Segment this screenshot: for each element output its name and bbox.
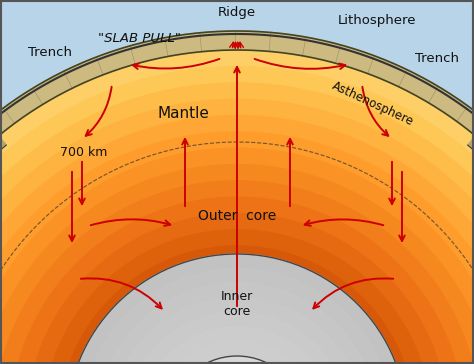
- Wedge shape: [0, 148, 474, 364]
- Wedge shape: [92, 279, 382, 364]
- Wedge shape: [0, 83, 474, 364]
- Wedge shape: [124, 311, 350, 364]
- Text: "SLAB PULL": "SLAB PULL": [98, 32, 181, 45]
- Wedge shape: [0, 116, 474, 364]
- Text: Ridge: Ridge: [218, 6, 256, 19]
- Text: Outer  core: Outer core: [198, 209, 276, 223]
- Wedge shape: [141, 328, 333, 364]
- Text: Inner
core: Inner core: [221, 290, 253, 318]
- Wedge shape: [75, 262, 399, 364]
- Wedge shape: [59, 246, 415, 364]
- Text: Lithosphere: Lithosphere: [338, 14, 417, 27]
- Text: 700 km: 700 km: [60, 146, 108, 159]
- Text: Mantle: Mantle: [158, 106, 210, 121]
- Circle shape: [169, 356, 305, 364]
- Wedge shape: [0, 67, 474, 364]
- Wedge shape: [0, 99, 474, 364]
- Wedge shape: [0, 50, 474, 364]
- Wedge shape: [43, 230, 431, 364]
- Wedge shape: [157, 344, 317, 364]
- Wedge shape: [0, 34, 474, 364]
- Circle shape: [67, 254, 407, 364]
- Text: Asthenosphere: Asthenosphere: [330, 79, 416, 128]
- Wedge shape: [27, 213, 447, 364]
- Text: Trench: Trench: [415, 52, 459, 65]
- Wedge shape: [10, 197, 464, 364]
- Wedge shape: [108, 295, 366, 364]
- Polygon shape: [468, 126, 474, 334]
- Polygon shape: [0, 126, 6, 334]
- Wedge shape: [0, 132, 474, 364]
- Wedge shape: [0, 181, 474, 364]
- Text: Trench: Trench: [28, 46, 72, 59]
- Wedge shape: [0, 165, 474, 364]
- Polygon shape: [0, 31, 474, 343]
